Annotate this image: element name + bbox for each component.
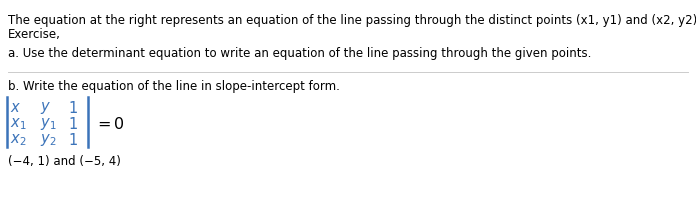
Text: $y$: $y$ (40, 100, 52, 116)
Text: $x_2$: $x_2$ (10, 132, 26, 148)
Text: (−4, 1) and (−5, 4): (−4, 1) and (−5, 4) (8, 155, 121, 168)
Text: $x_1$: $x_1$ (10, 116, 26, 132)
Text: $1$: $1$ (68, 100, 78, 116)
Text: $x$: $x$ (10, 100, 21, 115)
Text: a. Use the determinant equation to write an equation of the line passing through: a. Use the determinant equation to write… (8, 47, 592, 60)
Text: $1$: $1$ (68, 116, 78, 132)
Text: $= 0$: $= 0$ (94, 116, 125, 132)
Text: $y_2$: $y_2$ (40, 132, 56, 148)
Text: $y_1$: $y_1$ (40, 116, 56, 132)
Text: b. Write the equation of the line in slope-intercept form.: b. Write the equation of the line in slo… (8, 80, 340, 93)
Text: The equation at the right represents an equation of the line passing through the: The equation at the right represents an … (8, 14, 696, 27)
Text: Exercise,: Exercise, (8, 28, 61, 41)
Text: $1$: $1$ (68, 132, 78, 148)
